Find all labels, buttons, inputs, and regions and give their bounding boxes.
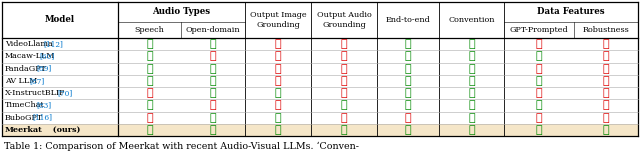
Text: ✓: ✓ — [404, 39, 412, 49]
Text: End-to-end: End-to-end — [386, 16, 430, 24]
Text: Audio Types: Audio Types — [152, 7, 211, 17]
Text: ✓: ✓ — [468, 51, 475, 61]
Text: ✓: ✓ — [404, 125, 412, 135]
Text: ✓: ✓ — [275, 113, 282, 123]
Text: ✗: ✗ — [603, 88, 609, 98]
Text: GPT-Prompted: GPT-Prompted — [509, 26, 568, 34]
Text: ✗: ✗ — [146, 113, 153, 123]
Text: ✗: ✗ — [340, 88, 348, 98]
Text: ✓: ✓ — [275, 88, 282, 98]
Text: ✓: ✓ — [146, 64, 153, 74]
Text: BuboGPT: BuboGPT — [5, 114, 43, 122]
Text: ✗: ✗ — [210, 100, 216, 110]
Text: ✓: ✓ — [536, 76, 542, 86]
Text: ✗: ✗ — [536, 39, 542, 49]
Text: ✓: ✓ — [468, 76, 475, 86]
Text: ✓: ✓ — [536, 51, 542, 61]
Text: ✓: ✓ — [404, 100, 412, 110]
Text: ✗: ✗ — [275, 51, 282, 61]
Text: Macaw-LLM: Macaw-LLM — [5, 52, 56, 60]
Text: Robustness: Robustness — [582, 26, 629, 34]
Text: ✓: ✓ — [146, 76, 153, 86]
Text: ✗: ✗ — [536, 88, 542, 98]
Text: ✓: ✓ — [210, 88, 216, 98]
Text: ✓: ✓ — [146, 39, 153, 49]
Text: [116]: [116] — [33, 114, 52, 122]
Text: ✓: ✓ — [340, 100, 348, 110]
Text: Table 1: Comparison of Meerkat with recent Audio-Visual LLMs. ‘Conven-: Table 1: Comparison of Meerkat with rece… — [4, 141, 359, 151]
Text: ✗: ✗ — [340, 51, 348, 61]
Text: TimeChat: TimeChat — [5, 101, 45, 109]
Text: ✓: ✓ — [404, 76, 412, 86]
Text: ✗: ✗ — [536, 113, 542, 123]
Text: ✗: ✗ — [603, 113, 609, 123]
Text: ✗: ✗ — [404, 113, 412, 123]
Text: Meerkat: Meerkat — [5, 126, 43, 134]
Text: ✓: ✓ — [210, 125, 216, 135]
Text: ✗: ✗ — [603, 76, 609, 86]
Text: ✓: ✓ — [275, 125, 282, 135]
Text: [83]: [83] — [36, 101, 51, 109]
Text: ✓: ✓ — [468, 64, 475, 74]
Text: ✗: ✗ — [275, 100, 282, 110]
Text: ✓: ✓ — [210, 76, 216, 86]
Text: AV LLM: AV LLM — [5, 77, 37, 85]
Text: [87]: [87] — [29, 77, 44, 85]
Text: ✗: ✗ — [210, 51, 216, 61]
Text: ✗: ✗ — [340, 39, 348, 49]
Text: ✗: ✗ — [275, 64, 282, 74]
Text: ✓: ✓ — [210, 39, 216, 49]
Text: ✗: ✗ — [340, 113, 348, 123]
Text: ✓: ✓ — [146, 125, 153, 135]
Text: ✓: ✓ — [468, 113, 475, 123]
Text: Output Image
Grounding: Output Image Grounding — [250, 11, 307, 29]
Text: ✗: ✗ — [146, 88, 153, 98]
Text: Open-domain: Open-domain — [186, 26, 240, 34]
Text: Model: Model — [45, 15, 75, 24]
Text: ✓: ✓ — [404, 64, 412, 74]
Text: ✗: ✗ — [603, 51, 609, 61]
Text: ✓: ✓ — [468, 125, 475, 135]
Text: ✗: ✗ — [340, 64, 348, 74]
Text: ✓: ✓ — [146, 100, 153, 110]
Text: [70]: [70] — [57, 89, 72, 97]
Text: Speech: Speech — [134, 26, 164, 34]
Text: (ours): (ours) — [50, 126, 81, 134]
Text: [112]: [112] — [43, 40, 63, 48]
Text: Data Features: Data Features — [537, 7, 605, 17]
Text: ✓: ✓ — [536, 100, 542, 110]
Text: Convention: Convention — [448, 16, 495, 24]
Text: ✓: ✓ — [210, 113, 216, 123]
Text: PandaGPT: PandaGPT — [5, 65, 47, 73]
Text: [60]: [60] — [40, 52, 55, 60]
Text: ✗: ✗ — [340, 76, 348, 86]
Text: [89]: [89] — [36, 65, 51, 73]
Text: ✓: ✓ — [468, 100, 475, 110]
Text: Output Audio
Grounding: Output Audio Grounding — [317, 11, 371, 29]
FancyBboxPatch shape — [2, 124, 638, 136]
Text: ✓: ✓ — [404, 51, 412, 61]
Text: ✗: ✗ — [603, 64, 609, 74]
Text: ✗: ✗ — [275, 76, 282, 86]
Text: ✗: ✗ — [275, 39, 282, 49]
Text: ✗: ✗ — [603, 39, 609, 49]
Text: VideoLlama: VideoLlama — [5, 40, 52, 48]
Text: ✓: ✓ — [536, 125, 542, 135]
Text: ✓: ✓ — [404, 88, 412, 98]
Text: ✓: ✓ — [340, 125, 348, 135]
Text: ✓: ✓ — [468, 88, 475, 98]
Text: ✓: ✓ — [210, 64, 216, 74]
Text: ✓: ✓ — [603, 125, 609, 135]
Text: ✗: ✗ — [536, 64, 542, 74]
Text: ✓: ✓ — [468, 39, 475, 49]
Text: X-InstructBLIP: X-InstructBLIP — [5, 89, 65, 97]
Text: ✓: ✓ — [146, 51, 153, 61]
Text: ✗: ✗ — [603, 100, 609, 110]
